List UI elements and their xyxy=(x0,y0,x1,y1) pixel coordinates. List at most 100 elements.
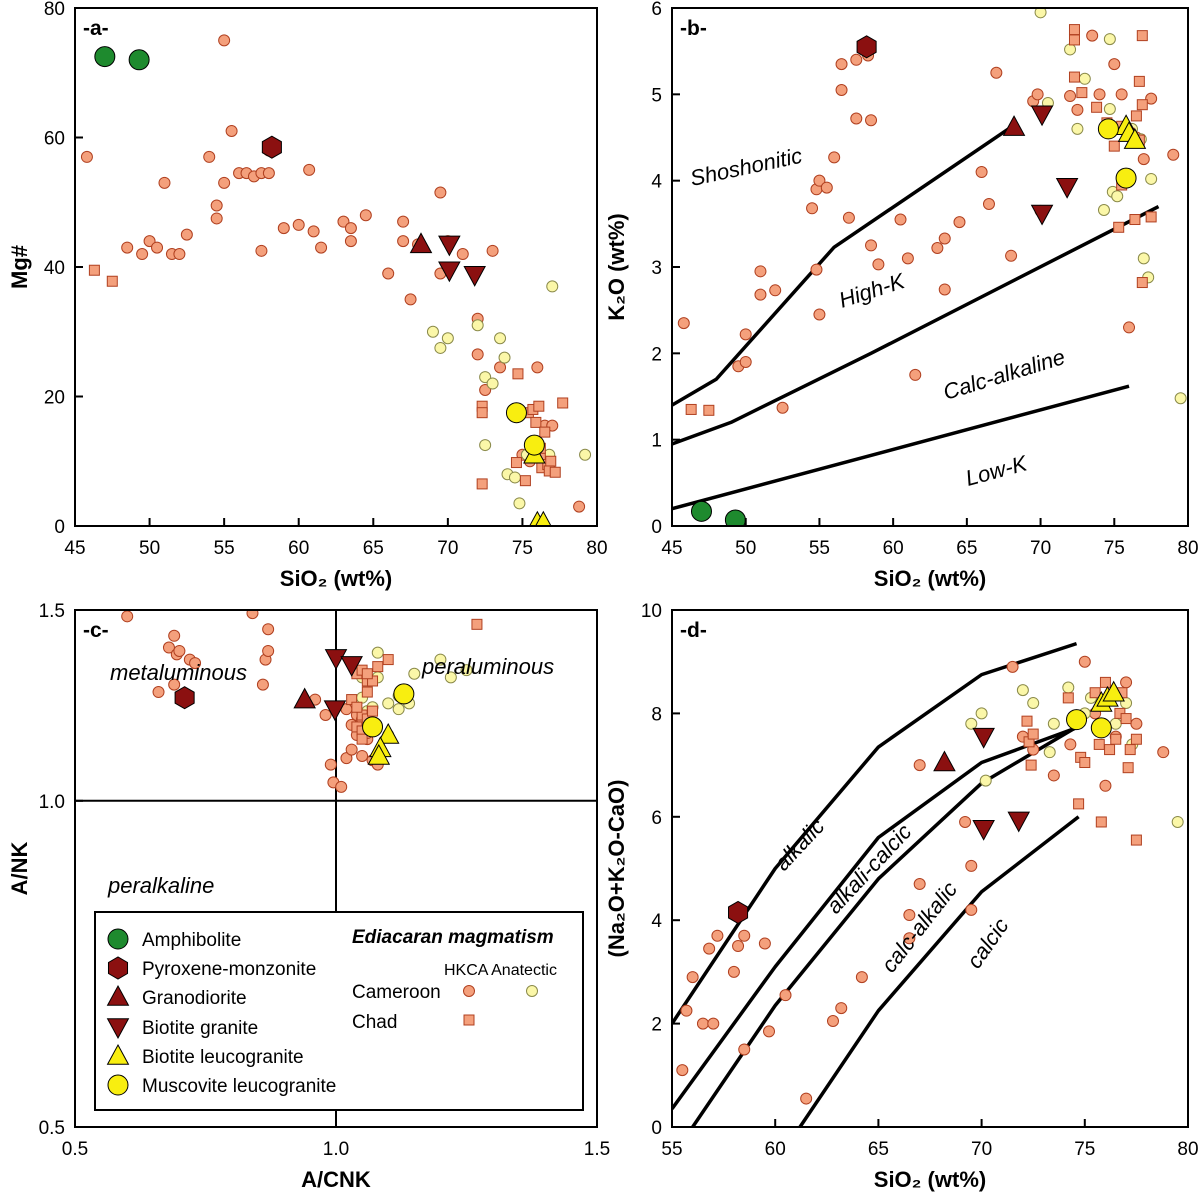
point-cameroon xyxy=(1157,746,1170,759)
point-muscovite-leucogranite xyxy=(505,402,527,424)
point-chad xyxy=(1027,728,1039,740)
point-cameroon xyxy=(982,197,995,210)
y-tick-label: 2 xyxy=(651,1015,662,1036)
point-anatectic xyxy=(1043,746,1056,759)
point-cameroon xyxy=(1093,88,1106,101)
point-anatectic xyxy=(1103,33,1116,46)
point-cameroon xyxy=(806,202,819,215)
point-chad xyxy=(382,654,394,666)
point-cameroon xyxy=(337,215,350,228)
legend-marker-hkca-anatectic xyxy=(526,985,538,997)
x-tick-label: 70 xyxy=(437,538,458,559)
x-tick-label: 65 xyxy=(956,538,977,559)
point-muscovite-leucogranite xyxy=(1115,167,1137,189)
point-chad xyxy=(372,661,384,673)
point-cameroon xyxy=(486,244,499,257)
point-cameroon xyxy=(158,176,171,189)
point-cameroon xyxy=(359,209,372,222)
x-axis-title: A/CNK xyxy=(301,1167,371,1192)
point-anatectic xyxy=(1027,697,1040,710)
point-cameroon xyxy=(340,752,353,765)
x-axis-title: SiO₂ (wt%) xyxy=(874,1167,986,1192)
point-muscovite-leucogranite xyxy=(523,434,545,456)
x-tick-label: 75 xyxy=(1074,1139,1095,1160)
point-anatectic xyxy=(371,646,384,659)
point-chad xyxy=(539,426,551,438)
x-tick-label: 70 xyxy=(1030,538,1051,559)
point-chad xyxy=(1130,733,1142,745)
point-cameroon xyxy=(356,749,369,762)
y-tick-label: 4 xyxy=(651,172,662,193)
point-cameroon xyxy=(1137,153,1150,166)
point-pyroxene-monzonite xyxy=(174,686,195,710)
legend-marker-muscovite-leucogranite xyxy=(107,1074,129,1096)
x-tick-label: 70 xyxy=(971,1139,992,1160)
point-cameroon xyxy=(813,308,826,321)
point-cameroon xyxy=(959,815,972,828)
point-cameroon xyxy=(1086,29,1099,42)
point-cameroon xyxy=(471,348,484,361)
point-chad xyxy=(476,478,488,490)
point-biotite-granite xyxy=(438,261,461,283)
point-cameroon xyxy=(686,971,699,984)
point-cameroon xyxy=(938,232,951,245)
point-cameroon xyxy=(754,265,767,278)
point-biotite-granite xyxy=(972,727,995,749)
point-chad xyxy=(512,368,524,380)
point-cameroon xyxy=(573,500,586,513)
y-tick-label: 0 xyxy=(54,517,65,538)
point-muscovite-leucogranite xyxy=(393,683,415,705)
point-cameroon xyxy=(711,929,724,942)
ticks: 0.5 1.0 1.5 0.5 1.0 1.5 xyxy=(39,601,611,1160)
point-cameroon xyxy=(754,288,767,301)
point-chad xyxy=(1130,110,1142,122)
point-chad xyxy=(510,457,522,469)
y-axis-title: K₂O (wt%) xyxy=(604,213,629,321)
legend-label-biotite-granite: Biotite granite xyxy=(142,1018,258,1039)
point-anatectic xyxy=(460,664,473,677)
point-cameroon xyxy=(903,909,916,922)
point-cameroon xyxy=(404,293,417,306)
point-chad xyxy=(1136,277,1148,289)
point-cameroon xyxy=(168,678,181,691)
point-cameroon xyxy=(850,53,863,66)
point-cameroon xyxy=(965,859,978,872)
point-cameroon xyxy=(246,610,259,620)
point-cameroon xyxy=(225,125,238,138)
boundary-line-2 xyxy=(672,724,1082,1110)
data-points xyxy=(80,34,592,526)
point-cameroon xyxy=(80,150,93,163)
x-tick-label: 50 xyxy=(139,538,160,559)
point-cameroon xyxy=(1123,321,1136,334)
point-muscovite-leucogranite xyxy=(1097,118,1119,140)
point-cameroon xyxy=(739,355,752,368)
point-cameroon xyxy=(121,610,134,623)
point-chad xyxy=(476,407,488,419)
field-label-low-k: Low-K xyxy=(963,450,1031,491)
field-label-peralkaline: peralkaline xyxy=(107,873,214,898)
y-tick-label: 0 xyxy=(651,1118,662,1139)
point-cameroon xyxy=(826,1015,839,1028)
point-biotite-granite xyxy=(1007,811,1031,833)
boundary-line-3 xyxy=(691,720,1086,1127)
point-anatectic xyxy=(508,471,521,484)
point-chad xyxy=(1068,24,1080,36)
point-chad xyxy=(1113,221,1125,233)
legend: Amphibolite Pyroxene-monzonite Granodior… xyxy=(94,911,584,1111)
point-cameroon xyxy=(758,937,771,950)
point-anatectic xyxy=(392,703,405,716)
data-points xyxy=(121,610,483,793)
point-biotite-leucogranite xyxy=(1102,680,1125,702)
y-tick-label: 20 xyxy=(44,388,65,409)
point-anatectic xyxy=(441,332,454,345)
point-cameroon xyxy=(1071,103,1084,116)
point-anatectic xyxy=(1111,190,1124,203)
point-cameroon xyxy=(769,284,782,297)
point-cameroon xyxy=(456,248,469,261)
x-tick-label: 80 xyxy=(586,538,607,559)
point-chad xyxy=(361,668,373,680)
y-tick-label: 4 xyxy=(651,911,662,932)
point-chad xyxy=(1145,211,1157,223)
point-cameroon xyxy=(434,186,447,199)
